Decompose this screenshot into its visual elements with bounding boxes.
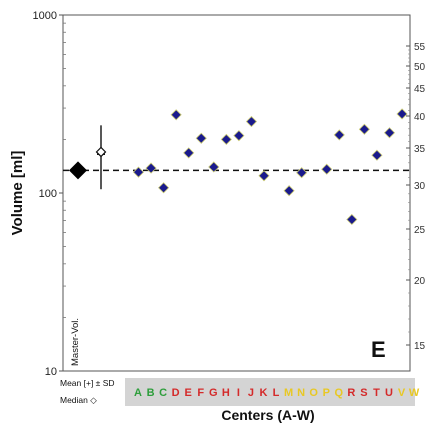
category-label: C [159, 387, 167, 399]
category-label: J [248, 387, 254, 399]
data-point [245, 115, 258, 128]
right-tick-label: 15 [414, 341, 426, 352]
data-point [233, 130, 245, 142]
category-label: K [260, 387, 268, 399]
right-tick-label: 30 [414, 181, 426, 192]
right-tick-label: 35 [414, 144, 426, 155]
y-tick-label: 10 [45, 366, 57, 378]
category-label: R [347, 387, 355, 399]
data-point [170, 109, 182, 121]
data-point [158, 182, 170, 194]
category-label: L [273, 387, 280, 399]
data-point [132, 166, 145, 178]
category-label: O [309, 387, 318, 399]
y-tick-label: 100 [39, 188, 57, 200]
category-band [125, 378, 415, 406]
category-label: A [134, 387, 142, 399]
data-point [333, 129, 345, 141]
category-label: D [172, 387, 180, 399]
category-label: I [237, 387, 240, 399]
data-point [208, 161, 220, 173]
data-point [220, 133, 232, 145]
category-label: E [185, 387, 192, 399]
mean-sd-median-marker [95, 125, 107, 190]
right-axis: 55 50 45 40 35 30 25 20 15 [406, 42, 426, 352]
category-label: H [222, 387, 230, 399]
data-point [195, 132, 207, 144]
category-label: N [297, 387, 305, 399]
category-label: W [409, 387, 420, 399]
plot-frame [62, 14, 411, 372]
right-tick-label: 50 [414, 62, 426, 73]
data-point [371, 149, 383, 161]
data-point [396, 108, 408, 120]
legend-median: Median ◇ [60, 395, 97, 405]
category-label: Q [335, 387, 344, 399]
data-points [132, 108, 408, 226]
right-tick-label: 55 [414, 42, 426, 53]
right-tick-label: 25 [414, 225, 426, 236]
category-label: G [209, 387, 218, 399]
category-label: U [385, 387, 393, 399]
y-axis: 10 100 1000 [33, 10, 66, 378]
data-point [283, 185, 295, 197]
data-point [296, 167, 308, 179]
category-label: V [398, 387, 406, 399]
y-axis-title: Volume [ml] [9, 151, 26, 236]
x-axis-title: Centers (A-W) [221, 407, 314, 423]
data-point [145, 162, 157, 174]
right-tick-label: 20 [414, 276, 426, 287]
data-point [258, 170, 270, 182]
right-tick-label: 45 [414, 84, 426, 95]
data-point [358, 123, 370, 135]
category-label: S [360, 387, 367, 399]
category-label: T [373, 387, 380, 399]
legend-mean-sd: Mean [+] ± SD [60, 378, 115, 388]
master-volume-marker [69, 161, 87, 180]
right-tick-label: 40 [414, 112, 426, 123]
data-point [321, 163, 333, 175]
median-diamond [95, 146, 107, 158]
panel-label: E [371, 337, 386, 362]
data-point [346, 213, 358, 226]
y-tick-label: 1000 [33, 10, 57, 22]
data-point [183, 147, 195, 159]
category-label: M [284, 387, 293, 399]
category-label: F [197, 387, 204, 399]
master-diamond [69, 161, 87, 180]
master-volume-label: Master-Vol. [70, 318, 81, 366]
category-label: B [147, 387, 155, 399]
category-label: P [323, 387, 330, 399]
data-point [383, 127, 396, 139]
